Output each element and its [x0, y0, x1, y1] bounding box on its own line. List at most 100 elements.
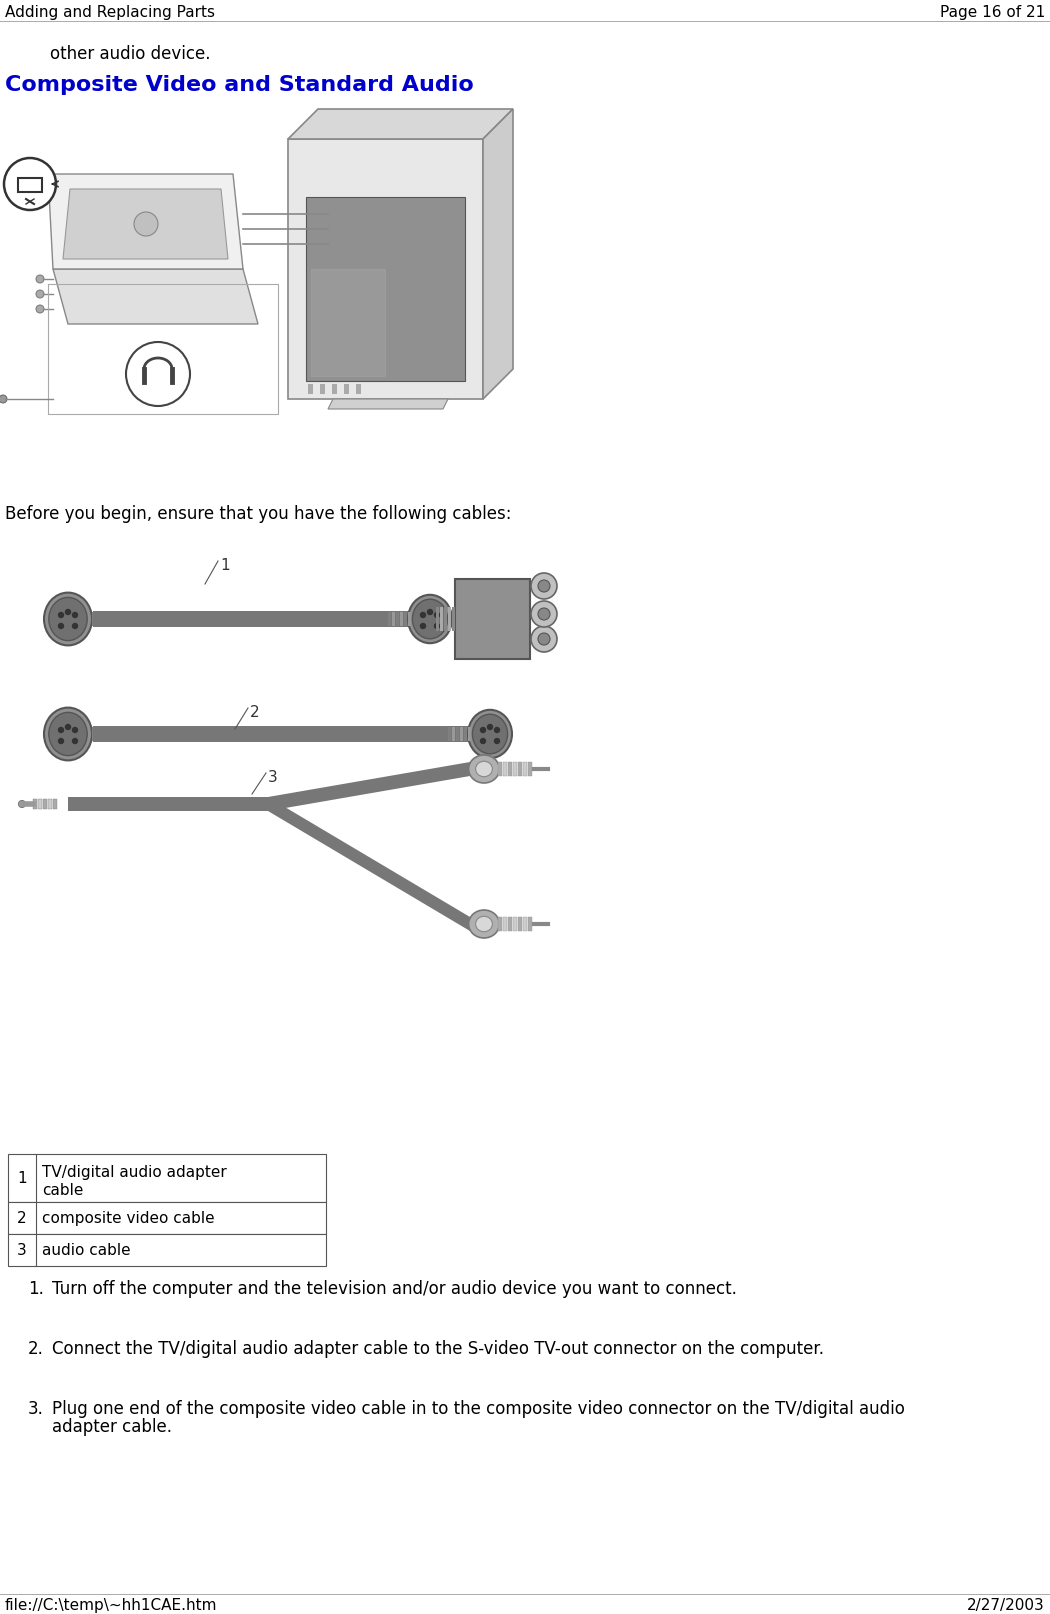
Text: 3.: 3.: [28, 1399, 44, 1417]
Ellipse shape: [468, 910, 500, 938]
Circle shape: [59, 728, 63, 733]
Text: other audio device.: other audio device.: [50, 45, 210, 63]
Polygon shape: [518, 762, 522, 776]
Polygon shape: [356, 384, 361, 395]
Text: 2.: 2.: [28, 1340, 44, 1357]
Circle shape: [36, 305, 44, 313]
Polygon shape: [528, 762, 532, 776]
Polygon shape: [328, 400, 448, 410]
Circle shape: [495, 739, 500, 744]
Text: Composite Video and Standard Audio: Composite Video and Standard Audio: [5, 74, 474, 95]
Polygon shape: [444, 607, 447, 631]
Polygon shape: [523, 762, 527, 776]
Polygon shape: [498, 917, 502, 931]
Circle shape: [481, 728, 485, 733]
Polygon shape: [448, 607, 451, 631]
Polygon shape: [396, 613, 399, 626]
Circle shape: [65, 725, 70, 730]
Circle shape: [420, 613, 425, 618]
Text: file://C:\temp\~hh1CAE.htm: file://C:\temp\~hh1CAE.htm: [5, 1596, 217, 1612]
Circle shape: [538, 581, 550, 592]
Ellipse shape: [476, 762, 492, 778]
Polygon shape: [392, 613, 395, 626]
Circle shape: [134, 213, 158, 237]
Polygon shape: [104, 613, 107, 626]
Polygon shape: [33, 799, 37, 810]
Circle shape: [59, 613, 63, 618]
Polygon shape: [468, 728, 471, 741]
Polygon shape: [523, 917, 527, 931]
Circle shape: [531, 626, 556, 652]
Text: Turn off the computer and the television and/or audio device you want to connect: Turn off the computer and the television…: [52, 1280, 737, 1298]
Polygon shape: [288, 110, 513, 140]
Circle shape: [72, 728, 78, 733]
Polygon shape: [508, 762, 512, 776]
Polygon shape: [268, 762, 470, 812]
Polygon shape: [92, 728, 94, 741]
Polygon shape: [96, 613, 99, 626]
Text: Plug one end of the composite video cable in to the composite video connector on: Plug one end of the composite video cabl…: [52, 1399, 905, 1417]
Text: 1: 1: [220, 558, 230, 573]
Circle shape: [329, 226, 337, 234]
Polygon shape: [464, 728, 467, 741]
Circle shape: [126, 342, 190, 407]
Text: Adding and Replacing Parts: Adding and Replacing Parts: [5, 5, 215, 19]
Polygon shape: [100, 613, 103, 626]
Polygon shape: [452, 728, 455, 741]
Circle shape: [36, 291, 44, 299]
Text: audio cable: audio cable: [42, 1243, 130, 1257]
Polygon shape: [93, 726, 490, 742]
Text: 2/27/2003: 2/27/2003: [967, 1596, 1045, 1612]
Polygon shape: [63, 190, 228, 260]
Circle shape: [495, 728, 500, 733]
Text: 1.: 1.: [28, 1280, 44, 1298]
Ellipse shape: [44, 709, 92, 760]
Circle shape: [329, 211, 337, 220]
Bar: [8, 1202, 325, 1235]
Polygon shape: [96, 728, 99, 741]
Ellipse shape: [413, 600, 447, 639]
Polygon shape: [503, 917, 507, 931]
Ellipse shape: [472, 715, 507, 754]
Polygon shape: [498, 762, 502, 776]
Text: Page 16 of 21: Page 16 of 21: [940, 5, 1045, 19]
Polygon shape: [48, 799, 52, 810]
Polygon shape: [503, 762, 507, 776]
Bar: [8, 1154, 325, 1202]
Circle shape: [487, 725, 492, 730]
Circle shape: [531, 573, 556, 600]
Circle shape: [481, 739, 485, 744]
Circle shape: [420, 625, 425, 629]
Polygon shape: [104, 728, 107, 741]
Polygon shape: [518, 917, 522, 931]
Circle shape: [329, 240, 337, 249]
Polygon shape: [452, 607, 455, 631]
Circle shape: [72, 625, 78, 629]
Polygon shape: [100, 728, 103, 741]
Polygon shape: [112, 613, 116, 626]
Text: 2: 2: [250, 705, 259, 720]
Circle shape: [59, 739, 63, 744]
Circle shape: [531, 602, 556, 628]
Text: 3: 3: [17, 1243, 27, 1257]
Polygon shape: [112, 728, 116, 741]
Polygon shape: [306, 199, 465, 383]
Polygon shape: [456, 728, 459, 741]
Text: 1: 1: [17, 1170, 27, 1186]
Polygon shape: [108, 613, 111, 626]
Polygon shape: [52, 799, 57, 810]
Polygon shape: [344, 384, 349, 395]
Polygon shape: [513, 917, 517, 931]
Polygon shape: [48, 174, 243, 270]
Circle shape: [36, 276, 44, 284]
Polygon shape: [308, 384, 313, 395]
Polygon shape: [436, 607, 439, 631]
Polygon shape: [408, 613, 411, 626]
Polygon shape: [38, 799, 42, 810]
Polygon shape: [528, 917, 532, 931]
Text: composite video cable: composite video cable: [42, 1210, 214, 1225]
Bar: [8, 1235, 325, 1267]
Polygon shape: [448, 728, 451, 741]
Text: 2: 2: [17, 1210, 27, 1225]
Polygon shape: [332, 384, 337, 395]
